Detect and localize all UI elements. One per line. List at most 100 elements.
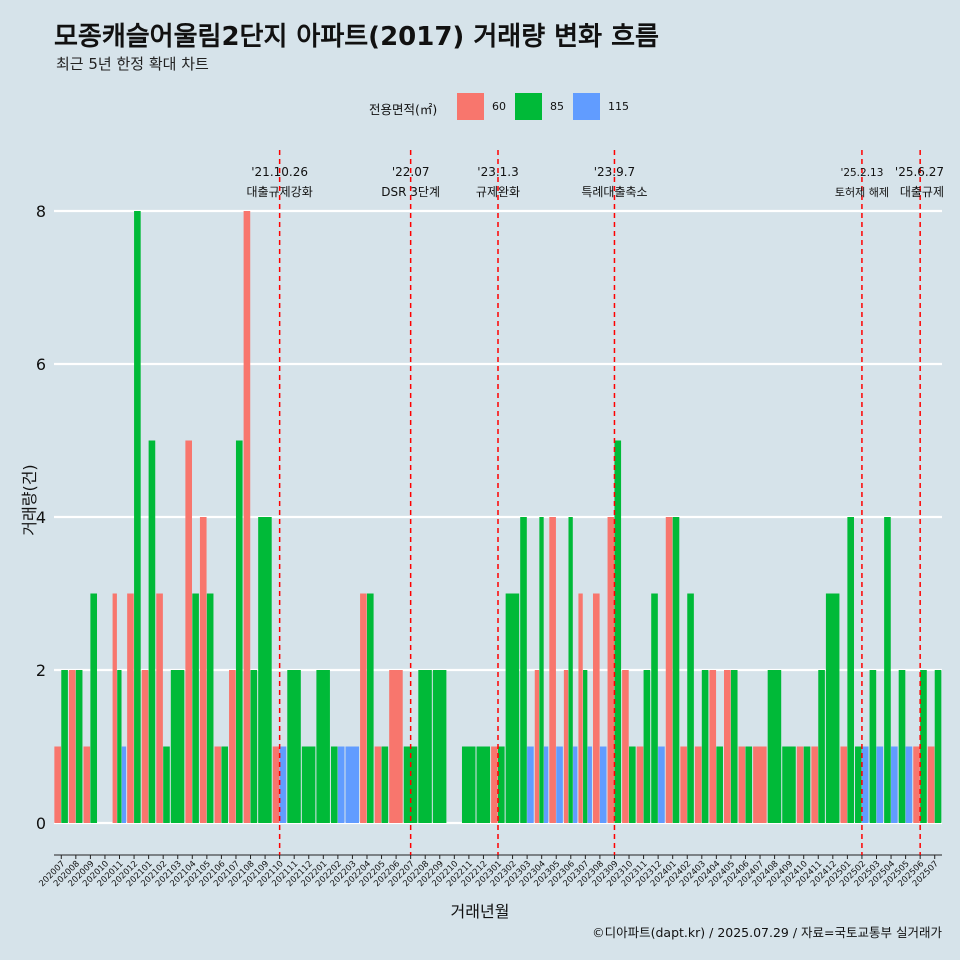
bar-85-202105 xyxy=(206,593,214,823)
bar-115-202203 xyxy=(345,746,360,823)
bar-85-202403 xyxy=(701,670,709,823)
bar-60-202307 xyxy=(578,593,583,823)
bar-60-202104 xyxy=(185,440,192,823)
bar-115-202312 xyxy=(658,746,665,823)
bar-85-202211 xyxy=(461,746,476,823)
event-label: 특례대출축소 xyxy=(581,185,647,199)
y-axis-title: 거래량(건) xyxy=(20,464,39,536)
y-tick-label: 0 xyxy=(36,814,46,833)
bar-115-202307 xyxy=(587,746,592,823)
bar-85-202506 xyxy=(920,670,927,823)
bar-85-202102 xyxy=(163,746,170,823)
bar-85-202504 xyxy=(884,517,891,823)
bar-115-202306 xyxy=(573,746,578,823)
event-date-label: '22.07 xyxy=(392,165,430,179)
event-date-label: '21.10.26 xyxy=(251,165,308,179)
bar-85-202302 xyxy=(505,593,520,823)
bar-60-202401 xyxy=(665,517,673,823)
bar-60-202410 xyxy=(796,746,804,823)
bar-60-202204 xyxy=(360,593,367,823)
bar-85-202503 xyxy=(869,670,877,823)
bar-85-202411 xyxy=(818,670,825,823)
bar-60-202407 xyxy=(753,746,767,823)
bar-85-202501 xyxy=(847,517,854,823)
legend-label-60: 60 xyxy=(492,100,506,113)
bar-85-202309 xyxy=(614,440,622,823)
bar-60-202304 xyxy=(534,670,540,823)
bar-60-202108 xyxy=(243,211,251,823)
bar-60-202101 xyxy=(141,670,149,823)
bar-85-202104 xyxy=(192,593,199,823)
bar-85-202107 xyxy=(235,440,243,823)
bar-115-202504 xyxy=(891,746,898,823)
bar-85-202109 xyxy=(258,517,272,823)
bar-85-202505 xyxy=(898,670,906,823)
y-tick-label: 2 xyxy=(36,661,46,680)
bar-85-202201 xyxy=(316,670,330,823)
bar-60-202102 xyxy=(156,593,163,823)
bar-85-202007 xyxy=(61,670,68,823)
event-date-label: '25.6.27 xyxy=(895,165,944,179)
bar-chart: 0246820200720200820200920201020201120201… xyxy=(36,150,944,889)
bar-85-202111 xyxy=(287,670,301,823)
bar-85-202112 xyxy=(301,746,316,823)
bar-60-202506 xyxy=(913,746,920,823)
bar-60-202205 xyxy=(374,746,382,823)
event-label: 대출규제강화 xyxy=(247,185,313,199)
bar-60-202411 xyxy=(811,746,818,823)
bar-85-202204 xyxy=(366,593,374,823)
bar-85-202301 xyxy=(498,746,505,823)
bar-85-202306 xyxy=(568,517,573,823)
bar-115-202110 xyxy=(279,746,287,823)
y-tick-label: 6 xyxy=(36,355,46,374)
bar-85-202401 xyxy=(672,517,680,823)
bar-60-202105 xyxy=(199,517,207,823)
bar-115-202303 xyxy=(527,746,534,823)
bar-85-202009 xyxy=(90,593,98,823)
bar-85-202402 xyxy=(687,593,694,823)
legend: 전용면적(㎡) 60 85 115 xyxy=(0,92,960,122)
bar-85-202303 xyxy=(520,517,527,823)
y-tick-label: 4 xyxy=(36,508,46,527)
event-date-label: '23.9.7 xyxy=(594,165,635,179)
bar-60-202403 xyxy=(694,746,702,823)
bar-85-202406 xyxy=(745,746,753,823)
event-label: DSR 3단계 xyxy=(381,185,440,199)
bar-85-202304 xyxy=(539,517,544,823)
legend-key-85 xyxy=(515,93,542,120)
bar-60-202306 xyxy=(563,670,569,823)
bar-115-202503 xyxy=(876,746,884,823)
bar-60-202110 xyxy=(272,746,280,823)
bar-85-202311 xyxy=(643,670,651,823)
bar-85-202408 xyxy=(767,670,782,823)
event-date-label: '23.1.3 xyxy=(477,165,518,179)
bar-60-202501 xyxy=(840,746,848,823)
bar-115-202308 xyxy=(599,746,607,823)
legend-key-115 xyxy=(573,93,600,120)
bar-85-202106 xyxy=(221,746,229,823)
bar-60-202301 xyxy=(491,746,498,823)
chart-subtitle: 최근 5년 한정 확대 차트 xyxy=(56,55,209,73)
bar-85-202312 xyxy=(651,593,658,823)
bar-60-202107 xyxy=(229,670,236,823)
bar-60-202310 xyxy=(622,670,629,823)
bar-85-202209 xyxy=(432,670,447,823)
bar-60-202206 xyxy=(389,670,403,823)
bar-85-202205 xyxy=(381,746,389,823)
bar-60-202406 xyxy=(738,746,746,823)
bar-85-202410 xyxy=(803,746,811,823)
event-label: 토허제 해제 xyxy=(835,185,889,199)
bar-60-202308 xyxy=(592,593,600,823)
bar-85-202012 xyxy=(134,211,141,823)
bar-60-202311 xyxy=(636,746,644,823)
legend-title: 전용면적(㎡) xyxy=(369,102,438,117)
bar-85-202202 xyxy=(330,746,338,823)
bar-85-202404 xyxy=(716,746,723,823)
bar-60-202404 xyxy=(709,670,717,823)
bar-60-202507 xyxy=(927,746,935,823)
x-axis-title: 거래년월 xyxy=(450,902,510,921)
bar-60-202305 xyxy=(549,517,556,823)
bar-85-202409 xyxy=(782,746,796,823)
bar-85-202507 xyxy=(934,670,942,823)
bar-60-202012 xyxy=(127,593,134,823)
